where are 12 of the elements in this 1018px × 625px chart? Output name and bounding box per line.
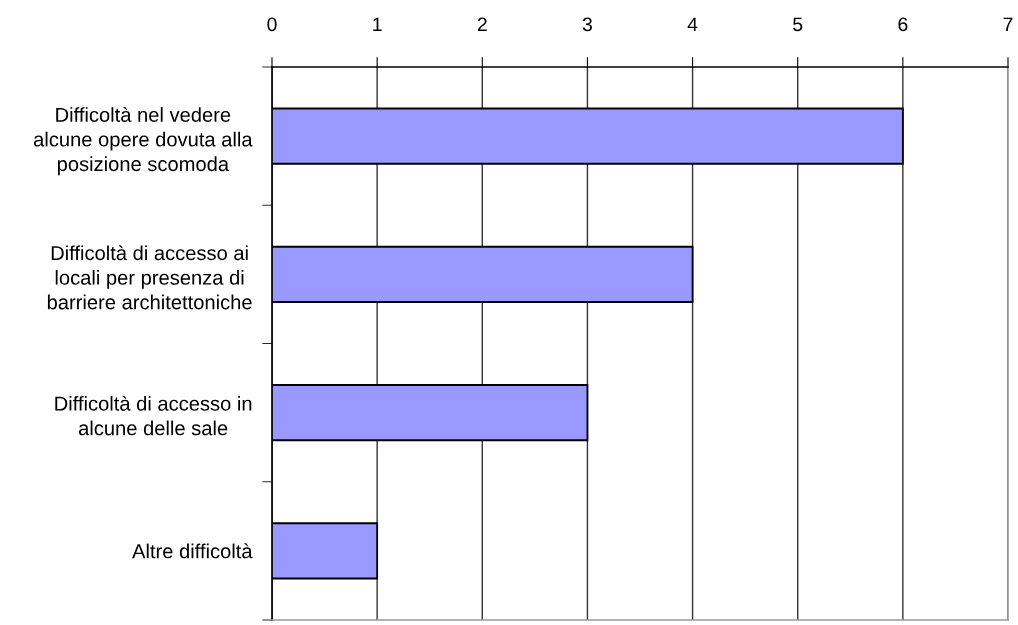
x-tick-label: 5 (793, 17, 803, 32)
x-tick-label: 6 (898, 17, 908, 32)
x-tick-label: 2 (477, 17, 487, 32)
y-tick-label: Altre difficoltà (132, 543, 253, 559)
y-tick-label: Difficoltà di accesso ai locali per presenza di barriere architettoniche (47, 245, 252, 310)
x-tick-label: 7 (1003, 17, 1013, 32)
x-tick-label: 4 (687, 17, 698, 32)
x-tick-label: 3 (582, 17, 592, 32)
y-tick-label: Difficoltà nel vedere alcune opere dovuta alla posizione scomoda (33, 106, 253, 176)
x-tick-label: 0 (267, 17, 277, 32)
y-tick-label: Difficoltà di accesso in alcune delle sale (55, 395, 252, 436)
x-tick-label: 1 (373, 17, 382, 32)
